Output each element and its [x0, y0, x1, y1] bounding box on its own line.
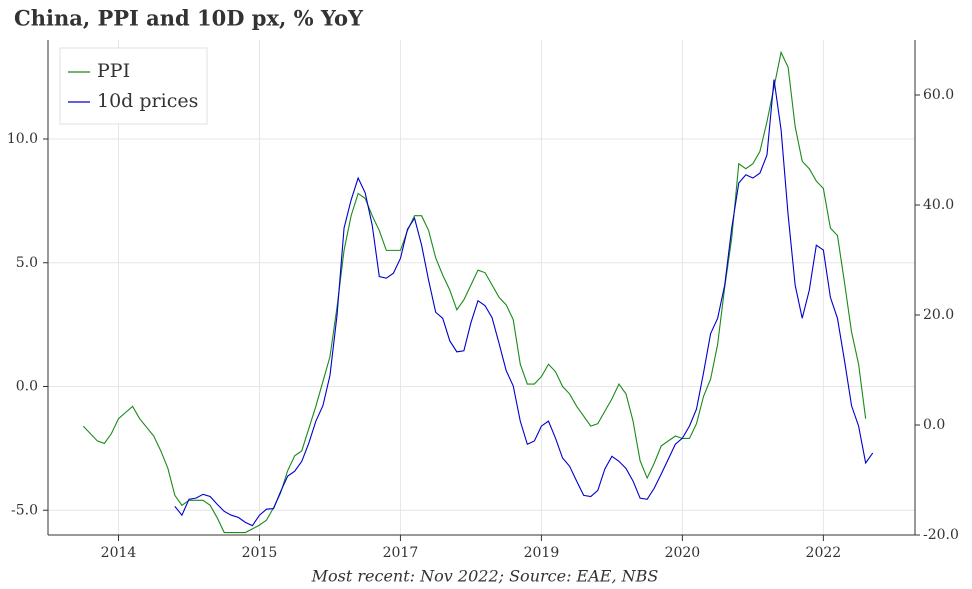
chart-title: China, PPI and 10D px, % YoY	[14, 6, 364, 31]
legend-label: 10d prices	[97, 90, 198, 112]
x-tick-label: 2020	[665, 545, 701, 561]
y-tick-label: 10.0	[7, 131, 38, 147]
x-tick-label: 2015	[242, 545, 278, 561]
y-tick-label: 0.0	[16, 379, 38, 395]
legend-box	[59, 47, 208, 125]
legend: PPI 10d prices	[59, 47, 208, 125]
footnote: Most recent: Nov 2022; Source: EAE, NBS	[311, 567, 659, 586]
x-tick-label: 2014	[101, 545, 137, 561]
y2-tick-label: 60.0	[923, 87, 954, 103]
series-line	[82, 50, 867, 534]
x-tick-label: 2017	[383, 545, 419, 561]
y2-tick-label: -20.0	[923, 527, 959, 543]
series-line	[174, 79, 874, 527]
y-tick-label: -5.0	[11, 502, 38, 518]
x-tick-label: 2022	[806, 545, 842, 561]
y-tick-label: 5.0	[16, 255, 38, 271]
x-tick-label: 2019	[524, 545, 560, 561]
y2-tick-label: 40.0	[923, 197, 954, 213]
y2-tick-label: 0.0	[923, 417, 945, 433]
legend-label: PPI	[97, 60, 130, 82]
y2-tick-label: 20.0	[923, 307, 954, 323]
